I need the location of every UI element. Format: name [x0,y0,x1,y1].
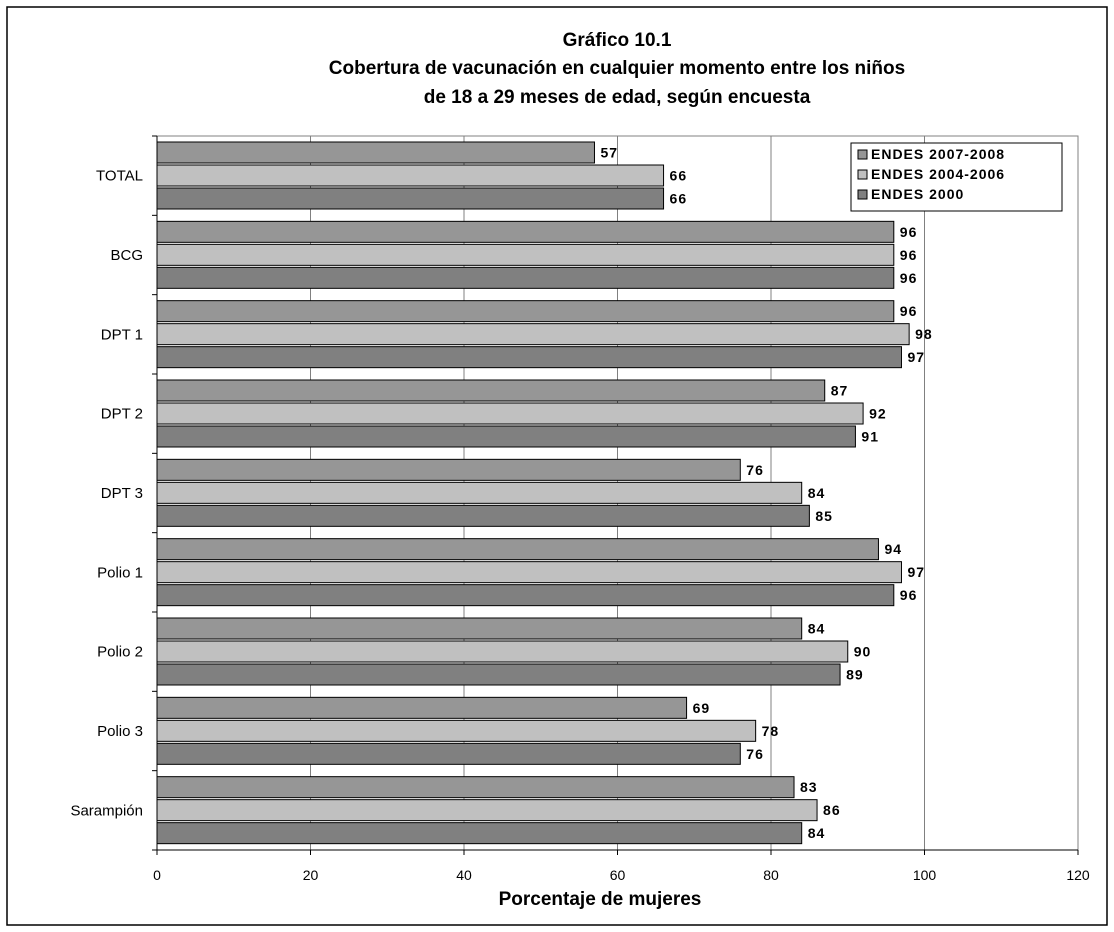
data-label: 57 [600,145,618,161]
data-label: 96 [900,270,918,286]
bar [156,379,826,402]
data-label: 87 [831,383,849,399]
bar [156,425,856,448]
bar [156,346,902,369]
data-label: 84 [808,825,826,841]
category-label: Polio 1 [97,564,143,581]
chart-title-line-1: Gráfico 10.1 [563,30,672,51]
legend-swatch-2004-2006 [857,169,868,180]
data-label: 85 [815,508,833,524]
category-label: DPT 3 [101,485,143,502]
bar [156,696,688,719]
data-label: 89 [846,667,864,683]
category-label: BCG [110,247,143,264]
x-tick-label: 80 [763,867,779,883]
legend-label-2004-2006: ENDES 2004-2006 [871,166,1005,182]
x-axis-title: Porcentaje de mujeres [499,889,702,910]
bar [156,719,757,742]
data-label: 97 [907,349,925,365]
data-label: 66 [670,191,688,207]
x-tick-label: 40 [456,867,472,883]
data-label: 78 [762,723,780,739]
data-label: 66 [670,168,688,184]
bars [156,141,910,845]
data-label: 96 [900,587,918,603]
bar [156,561,902,584]
x-tick-label: 0 [153,867,161,883]
data-label: 86 [823,802,841,818]
data-label: 91 [861,429,879,445]
data-label: 94 [884,541,902,557]
bar [156,504,810,527]
chart-title-line-3: de 18 a 29 meses de edad, según encuesta [424,87,811,108]
legend: ENDES 2007-2008 ENDES 2004-2006 ENDES 20… [850,142,1063,212]
category-label: TOTAL [96,168,143,185]
category-label: Polio 3 [97,723,143,740]
bar [156,141,595,164]
bar [156,663,841,686]
bar [156,458,741,481]
data-label: 92 [869,406,887,422]
x-tick-label: 60 [610,867,626,883]
category-label: DPT 1 [101,326,143,343]
bar [156,584,895,607]
legend-swatch-2007-2008 [857,149,868,160]
bar [156,776,795,799]
bar [156,164,665,187]
category-label: Sarampión [70,802,143,819]
data-label: 97 [907,564,925,580]
bar [156,300,895,323]
x-tick-label: 120 [1066,867,1090,883]
legend-label-2007-2008: ENDES 2007-2008 [871,146,1005,162]
data-label: 76 [746,746,764,762]
data-label: 96 [900,247,918,263]
data-label: 98 [915,326,933,342]
x-tick-label: 20 [303,867,319,883]
axes [152,135,1079,855]
bar [156,538,879,561]
data-label: 84 [808,485,826,501]
bar [156,402,864,425]
bar [156,617,803,640]
bar [156,481,803,504]
data-label: 96 [900,303,918,319]
data-labels: 57 96 96 87 76 94 84 69 83 66 96 98 92 84 97 90 78 86 66 96… [600,145,933,842]
bar [156,799,818,822]
data-label: 84 [808,621,826,637]
bar [156,640,849,663]
bar [156,187,665,210]
data-label: 83 [800,779,818,795]
bar [156,742,741,765]
bar [156,220,895,243]
category-label: Polio 2 [97,644,143,661]
data-label: 96 [900,224,918,240]
bar [156,243,895,266]
data-label: 69 [693,700,711,716]
category-label: DPT 2 [101,406,143,423]
bar [156,822,803,845]
legend-swatch-2000 [857,189,868,200]
legend-label-2000: ENDES 2000 [871,186,964,202]
data-label: 90 [854,644,872,660]
category-labels: TOTAL BCG DPT 1 DPT 2 DPT 3 Polio 1 Polio 2 Pol… [70,168,143,820]
legend-box [850,142,1063,212]
x-tick-label: 100 [913,867,937,883]
tick-labels: 0 20 40 60 80 100 120 [153,867,1090,883]
bar [156,323,910,346]
bar [156,266,895,289]
data-label: 76 [746,462,764,478]
chart-title-line-2: Cobertura de vacunación en cualquier mom… [329,58,905,79]
